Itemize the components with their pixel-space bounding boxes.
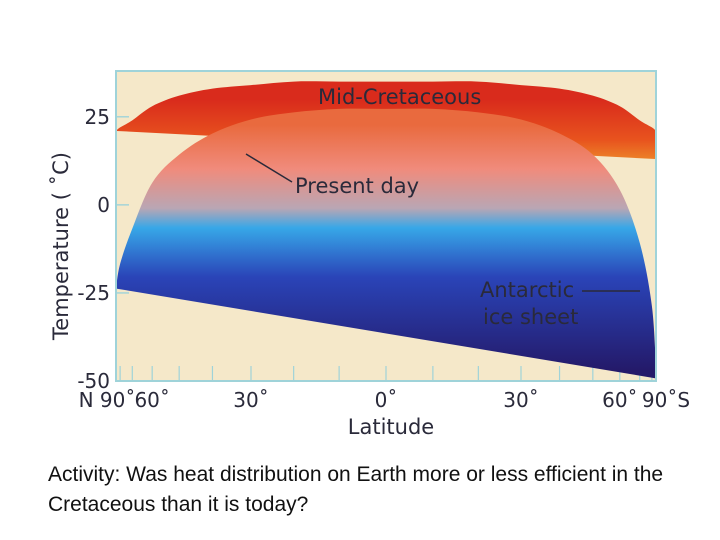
y-tick-label: -50 [77,369,110,393]
present-day-band [117,108,655,379]
x-axis-title: Latitude [348,415,434,439]
mid-cretaceous-label: Mid-Cretaceous [318,85,481,109]
y-tick-label: -25 [77,281,110,305]
temperature-latitude-chart: N 90˚ 60˚ 30˚ 0˚ 30˚ 60˚ 90˚S 25 0 -25 -50 Mid-Cr… [49,70,690,439]
chart-svg: N 90˚ 60˚ 30˚ 0˚ 30˚ 60˚ 90˚S 250-25-50 Mid-Cr… [49,70,690,439]
y-axis-title: Temperature ( ˚C) [49,152,73,341]
x-ticks: N 90˚ 60˚ 30˚ 0˚ 30˚ 60˚ 90˚S [79,366,690,412]
annotations: Mid-Cretaceous Present day Antarctic ice… [245,85,640,329]
present-day-leader-line [245,153,293,183]
x-tick-label: 90˚S [642,388,690,412]
activity-question: Activity: Was heat distribution on Earth… [48,463,664,516]
antarctic-label: Antarctic [480,278,574,302]
y-tick-label: 0 [97,193,110,217]
x-tick-label: 60˚ [134,388,169,412]
x-tick-label: 30˚ [503,388,538,412]
x-tick-label: 60˚ [602,388,637,412]
x-tick-label: 30˚ [233,388,268,412]
y-tick-label: 25 [85,105,110,129]
x-tick-label: N 90˚ [79,388,136,412]
x-tick-label: 0˚ [375,388,398,412]
ice-sheet-label: ice sheet [483,305,578,329]
present-day-label: Present day [295,174,419,198]
series-layer [117,81,655,379]
y-ticks: 25 0 -25 -50 [77,105,129,393]
